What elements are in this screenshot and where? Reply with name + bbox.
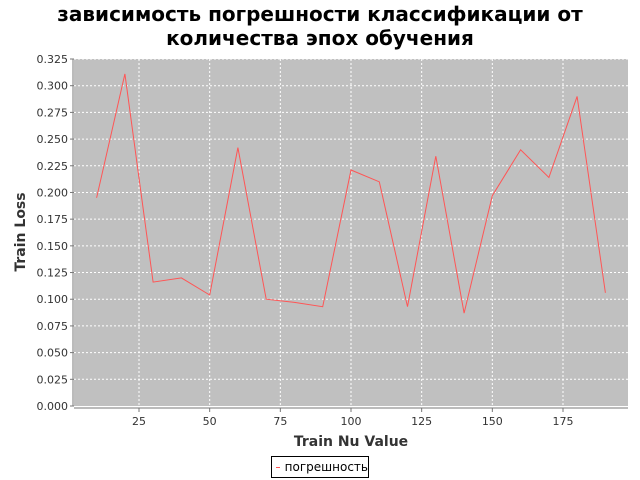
x-tick-label: 75 bbox=[273, 415, 287, 428]
x-tick-label: 125 bbox=[411, 415, 432, 428]
y-axis-label: Train Loss bbox=[13, 192, 29, 271]
y-tick-label: 0.125 bbox=[37, 267, 69, 280]
legend: погрешность bbox=[271, 456, 369, 478]
y-tick-label: 0.150 bbox=[37, 240, 69, 253]
series-lines bbox=[96, 73, 606, 314]
legend-label: погрешность bbox=[284, 460, 368, 474]
y-tick-label: 0.250 bbox=[37, 133, 69, 146]
tick-labels: 0.000 0.025 0.050 0.075 0.100 0.125 0.150 0.175… bbox=[37, 53, 574, 428]
x-tick-label: 50 bbox=[203, 415, 217, 428]
legend-swatch bbox=[276, 466, 280, 468]
x-tick-label: 175 bbox=[552, 415, 573, 428]
y-tick-label: 0.225 bbox=[37, 160, 69, 173]
y-tick-label: 0.325 bbox=[37, 53, 69, 66]
grid-lines bbox=[74, 58, 628, 406]
x-tick-label: 100 bbox=[341, 415, 362, 428]
y-tick-label: 0.275 bbox=[37, 106, 69, 119]
y-tick-label: 0.050 bbox=[37, 347, 69, 360]
x-tick-label: 150 bbox=[482, 415, 503, 428]
y-tick-label: 0.025 bbox=[37, 373, 69, 386]
chart-title: зависимость погрешности классификации от… bbox=[57, 2, 583, 50]
series-line bbox=[96, 73, 606, 314]
y-tick-label: 0.175 bbox=[37, 213, 69, 226]
x-axis-label: Train Nu Value bbox=[294, 434, 408, 450]
y-tick-label: 0.000 bbox=[37, 400, 69, 413]
axes bbox=[70, 58, 628, 412]
y-tick-label: 0.200 bbox=[37, 186, 69, 199]
x-tick-label: 25 bbox=[132, 415, 146, 428]
y-tick-label: 0.300 bbox=[37, 80, 69, 93]
y-tick-label: 0.100 bbox=[37, 293, 69, 306]
y-tick-label: 0.075 bbox=[37, 320, 69, 333]
